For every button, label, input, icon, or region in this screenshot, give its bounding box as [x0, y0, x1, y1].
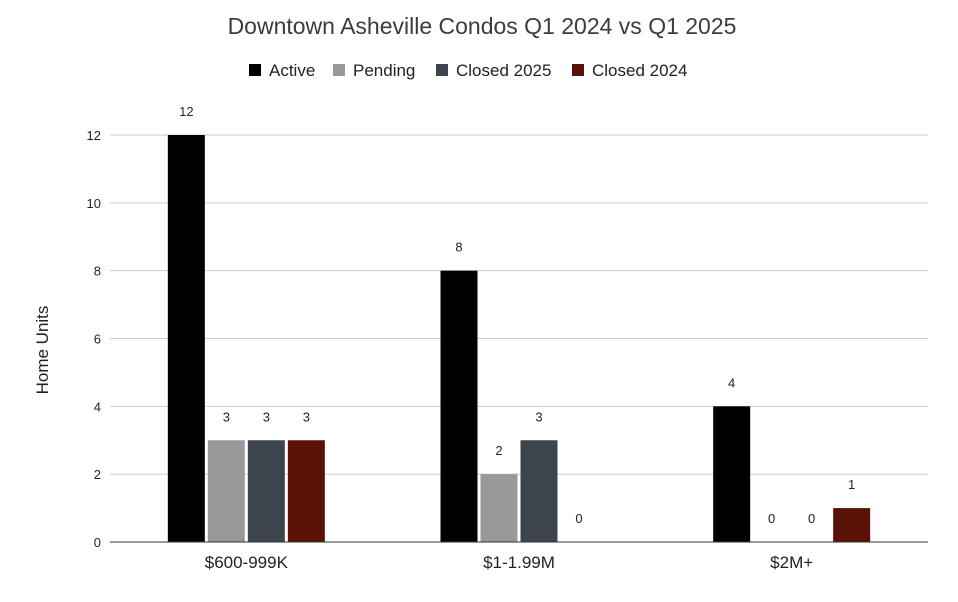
x-tick-label: $600-999K: [205, 553, 289, 572]
legend-label: Active: [269, 61, 315, 80]
x-axis-ticks: $600-999K $1-1.99M $2M+: [205, 553, 813, 572]
bar: [713, 406, 751, 542]
y-tick-label: 2: [94, 467, 101, 482]
bar: [833, 508, 871, 542]
data-label: 4: [728, 375, 735, 390]
bar: [167, 135, 205, 542]
legend-swatch: [572, 64, 584, 76]
y-tick-label: 8: [94, 264, 101, 279]
y-tick-label: 4: [94, 399, 101, 414]
y-tick-label: 6: [94, 332, 101, 347]
bar-series: [167, 135, 871, 542]
y-axis-title: Home Units: [33, 306, 52, 395]
chart-title: Downtown Asheville Condos Q1 2024 vs Q1 …: [228, 13, 737, 39]
data-label: 0: [768, 511, 775, 526]
bar: [520, 440, 558, 542]
chart-legend: Active Pending Closed 2025 Closed 2024: [249, 61, 687, 80]
legend-swatch: [436, 64, 448, 76]
x-tick-label: $1-1.99M: [483, 553, 555, 572]
x-tick-label: $2M+: [770, 553, 813, 572]
data-label: 0: [575, 511, 582, 526]
y-tick-label: 12: [87, 128, 101, 143]
data-labels: 12 3 3 3 8 2 3 0 4 0 0 1: [179, 104, 855, 526]
data-label: 3: [263, 409, 270, 424]
legend-label: Closed 2025: [456, 61, 551, 80]
bar: [440, 270, 478, 542]
bar: [480, 474, 518, 542]
data-label: 3: [223, 409, 230, 424]
data-label: 0: [808, 511, 815, 526]
gridlines: [110, 134, 928, 475]
bar: [207, 440, 245, 542]
bar: [247, 440, 285, 542]
data-label: 12: [179, 104, 193, 119]
data-label: 3: [303, 409, 310, 424]
legend-swatch: [249, 64, 261, 76]
legend-swatch: [333, 64, 345, 76]
data-label: 8: [455, 240, 462, 255]
data-label: 3: [535, 409, 542, 424]
data-label: 2: [495, 443, 502, 458]
y-tick-label: 10: [87, 196, 101, 211]
y-tick-label: 0: [94, 535, 101, 550]
data-label: 1: [848, 477, 855, 492]
legend-label: Closed 2024: [592, 61, 687, 80]
legend-label: Pending: [353, 61, 415, 80]
y-axis-ticks: 0 2 4 6 8 10 12: [87, 128, 101, 550]
bar: [287, 440, 325, 542]
